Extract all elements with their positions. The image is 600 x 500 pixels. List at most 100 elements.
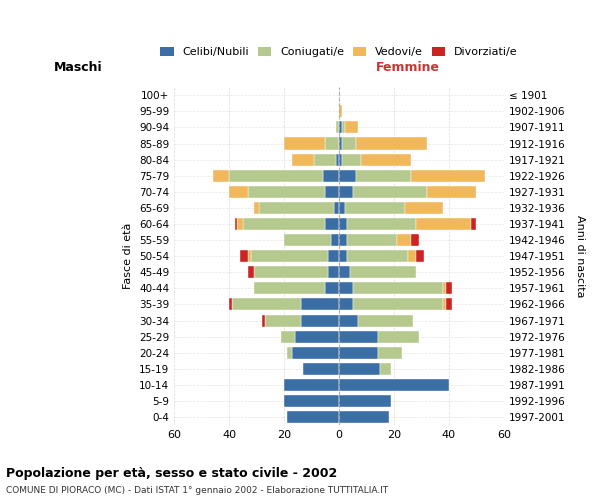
Bar	[281, 330, 295, 342]
Bar	[342, 138, 356, 149]
Bar	[410, 170, 485, 181]
Bar	[325, 186, 339, 198]
Bar	[328, 266, 339, 278]
Bar	[350, 266, 416, 278]
Bar	[301, 314, 339, 326]
Bar	[240, 250, 248, 262]
Bar	[334, 202, 339, 214]
Bar	[337, 122, 339, 134]
Bar	[304, 363, 339, 375]
Bar	[446, 298, 452, 310]
Bar	[212, 170, 229, 181]
Bar	[339, 154, 342, 166]
Bar	[344, 202, 405, 214]
Bar	[323, 170, 339, 181]
Bar	[347, 234, 397, 246]
Bar	[339, 138, 342, 149]
Bar	[361, 154, 410, 166]
Bar	[325, 138, 339, 149]
Y-axis label: Fasce di età: Fasce di età	[124, 223, 133, 290]
Bar	[353, 186, 427, 198]
Bar	[254, 266, 328, 278]
Text: Femmine: Femmine	[376, 60, 440, 74]
Bar	[356, 138, 427, 149]
Bar	[443, 282, 446, 294]
Y-axis label: Anni di nascita: Anni di nascita	[575, 215, 585, 298]
Bar	[325, 282, 339, 294]
Bar	[339, 282, 353, 294]
Bar	[358, 314, 413, 326]
Bar	[377, 330, 419, 342]
Bar	[248, 186, 325, 198]
Bar	[339, 234, 347, 246]
Bar	[427, 186, 476, 198]
Bar	[284, 395, 339, 407]
Bar	[342, 154, 361, 166]
Bar	[337, 154, 339, 166]
Bar	[232, 298, 301, 310]
Bar	[325, 218, 339, 230]
Bar	[287, 346, 292, 359]
Bar	[353, 282, 443, 294]
Bar	[254, 282, 325, 294]
Bar	[408, 250, 416, 262]
Bar	[238, 218, 243, 230]
Bar	[347, 250, 408, 262]
Bar	[265, 314, 301, 326]
Text: Maschi: Maschi	[54, 60, 103, 74]
Bar	[314, 154, 337, 166]
Bar	[229, 298, 232, 310]
Bar	[262, 314, 265, 326]
Text: COMUNE DI PIORACO (MC) - Dati ISTAT 1° gennaio 2002 - Elaborazione TUTTITALIA.IT: COMUNE DI PIORACO (MC) - Dati ISTAT 1° g…	[6, 486, 388, 495]
Bar	[251, 250, 328, 262]
Legend: Celibi/Nubili, Coniugati/e, Vedovi/e, Divorziati/e: Celibi/Nubili, Coniugati/e, Vedovi/e, Di…	[156, 42, 523, 62]
Bar	[229, 170, 323, 181]
Bar	[331, 234, 339, 246]
Bar	[229, 186, 248, 198]
Bar	[344, 122, 358, 134]
Bar	[301, 298, 339, 310]
Bar	[339, 122, 342, 134]
Bar	[339, 330, 377, 342]
Bar	[284, 138, 325, 149]
Bar	[380, 363, 391, 375]
Text: Popolazione per età, sesso e stato civile - 2002: Popolazione per età, sesso e stato civil…	[6, 468, 337, 480]
Bar	[339, 170, 356, 181]
Bar	[235, 218, 238, 230]
Bar	[339, 186, 353, 198]
Bar	[339, 202, 344, 214]
Bar	[284, 234, 331, 246]
Bar	[339, 218, 347, 230]
Bar	[284, 379, 339, 391]
Bar	[471, 218, 476, 230]
Bar	[339, 106, 342, 118]
Bar	[254, 202, 259, 214]
Bar	[339, 379, 449, 391]
Bar	[248, 250, 251, 262]
Bar	[446, 282, 452, 294]
Bar	[410, 234, 419, 246]
Bar	[287, 411, 339, 423]
Bar	[339, 298, 353, 310]
Bar	[248, 266, 254, 278]
Bar	[339, 314, 358, 326]
Bar	[339, 411, 389, 423]
Bar	[339, 346, 377, 359]
Bar	[295, 330, 339, 342]
Bar	[443, 298, 446, 310]
Bar	[339, 395, 391, 407]
Bar	[342, 122, 344, 134]
Bar	[377, 346, 402, 359]
Bar	[292, 346, 339, 359]
Bar	[347, 218, 416, 230]
Bar	[259, 202, 334, 214]
Bar	[416, 218, 471, 230]
Bar	[356, 170, 410, 181]
Bar	[397, 234, 410, 246]
Bar	[405, 202, 443, 214]
Bar	[353, 298, 443, 310]
Bar	[328, 250, 339, 262]
Bar	[339, 250, 347, 262]
Bar	[292, 154, 314, 166]
Bar	[243, 218, 325, 230]
